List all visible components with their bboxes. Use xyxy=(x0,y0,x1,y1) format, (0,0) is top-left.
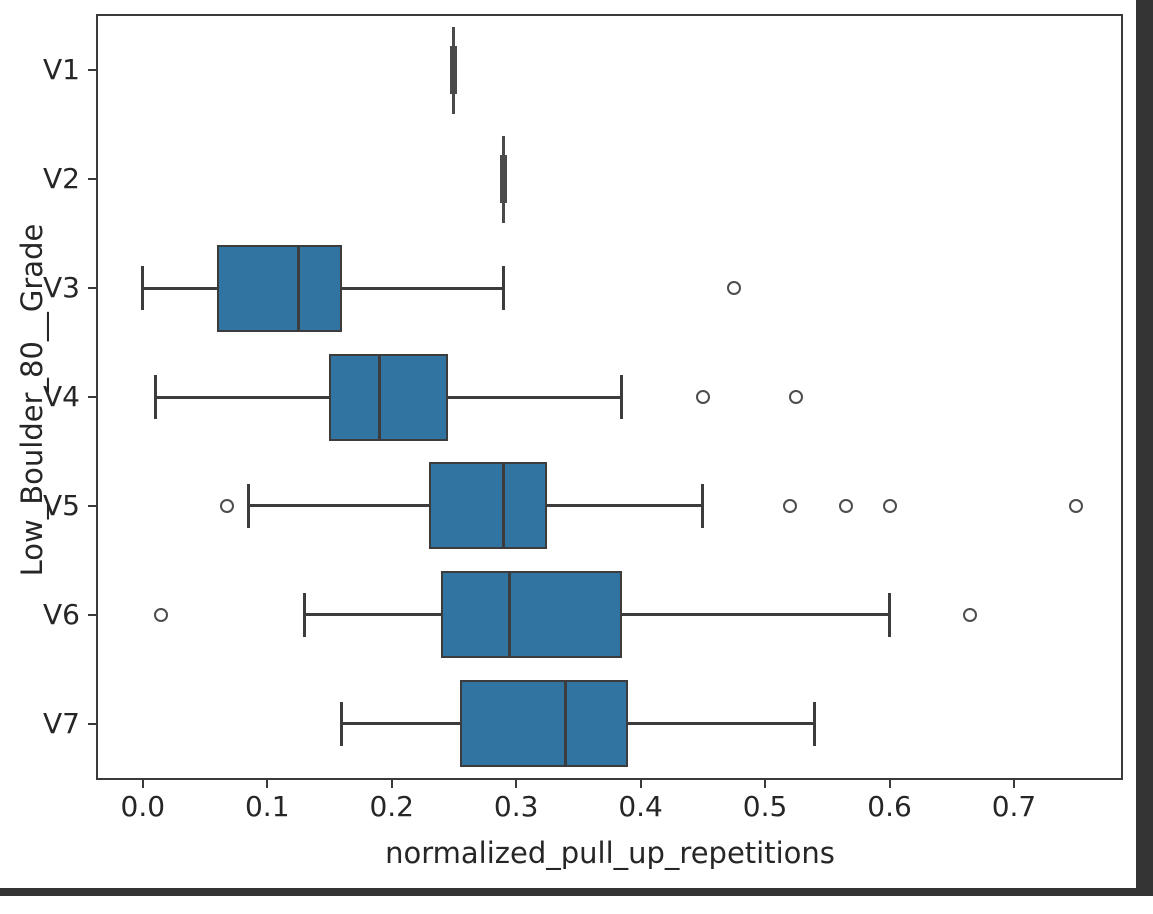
whisker-cap-high xyxy=(620,375,624,419)
whisker-cap-low xyxy=(141,266,145,311)
y-tick xyxy=(88,287,96,290)
whisker-line-low xyxy=(304,613,442,617)
x-tick xyxy=(515,780,518,788)
x-tick-label: 0.0 xyxy=(120,790,166,823)
outlier-marker xyxy=(695,390,710,404)
x-tick-label: 0.2 xyxy=(369,790,414,823)
outlier-marker xyxy=(726,281,741,296)
x-axis-label: normalized_pull_up_repetitions xyxy=(385,836,835,870)
outlier-marker xyxy=(838,498,853,513)
x-tick-label: 0.1 xyxy=(244,790,290,823)
y-tick xyxy=(88,504,96,507)
whisker-line-high xyxy=(628,722,815,726)
x-tick xyxy=(390,780,393,788)
y-tick-label: V1 xyxy=(43,53,80,87)
y-tick-label: V2 xyxy=(43,162,80,196)
outlier-marker xyxy=(882,498,897,513)
median-line xyxy=(502,462,506,550)
outlier-marker xyxy=(963,607,978,622)
median-line xyxy=(296,244,300,332)
x-tick-label: 0.4 xyxy=(618,790,663,823)
x-tick xyxy=(1012,780,1015,788)
x-tick xyxy=(639,780,642,788)
whisker-line-high xyxy=(341,286,504,290)
whisker-line-high xyxy=(547,504,703,508)
x-tick-label: 0.5 xyxy=(742,790,788,823)
whisker-line-high xyxy=(447,395,622,399)
x-tick xyxy=(266,780,269,788)
degenerate-box-core xyxy=(500,155,508,204)
whisker-line-high xyxy=(621,613,890,617)
x-tick xyxy=(888,780,891,788)
y-tick-label: V6 xyxy=(43,597,80,631)
median-line xyxy=(508,571,512,659)
y-tick-label: V4 xyxy=(43,380,80,413)
x-tick xyxy=(764,780,767,788)
window-edge-bottom xyxy=(0,888,1153,896)
x-tick-label: 0.7 xyxy=(991,790,1037,823)
box xyxy=(217,244,342,332)
x-tick xyxy=(141,780,144,788)
y-tick xyxy=(88,69,96,72)
whisker-cap-low xyxy=(340,701,344,746)
whisker-line-low xyxy=(248,504,430,508)
y-tick-label: V7 xyxy=(43,706,80,740)
box xyxy=(429,462,548,550)
box xyxy=(460,680,629,768)
whisker-cap-high xyxy=(701,483,705,528)
whisker-cap-low xyxy=(247,483,251,528)
window-edge-right xyxy=(1136,0,1153,895)
whisker-cap-high xyxy=(813,701,817,746)
whisker-cap-high xyxy=(888,592,892,637)
y-tick xyxy=(88,396,96,398)
median-line xyxy=(377,353,381,441)
outlier-marker xyxy=(1069,498,1084,513)
y-tick xyxy=(88,178,96,181)
y-tick xyxy=(88,722,96,725)
outlier-marker xyxy=(789,390,804,404)
outlier-marker xyxy=(782,498,797,513)
y-tick xyxy=(88,613,96,616)
y-tick-label: V5 xyxy=(43,488,80,522)
whisker-line-low xyxy=(341,722,461,726)
box xyxy=(329,353,448,441)
x-tick-label: 0.6 xyxy=(867,790,912,823)
whisker-cap-low xyxy=(153,375,157,419)
whisker-cap-high xyxy=(502,266,506,311)
median-line xyxy=(564,680,568,768)
outlier-marker xyxy=(220,498,235,513)
degenerate-box-core xyxy=(450,46,458,95)
y-tick-label: V3 xyxy=(43,271,80,305)
whisker-line-low xyxy=(155,395,330,399)
x-tick-label: 0.3 xyxy=(493,790,539,823)
whisker-cap-low xyxy=(303,592,307,637)
box xyxy=(441,571,622,659)
outlier-marker xyxy=(154,607,169,622)
whisker-line-low xyxy=(142,286,218,290)
